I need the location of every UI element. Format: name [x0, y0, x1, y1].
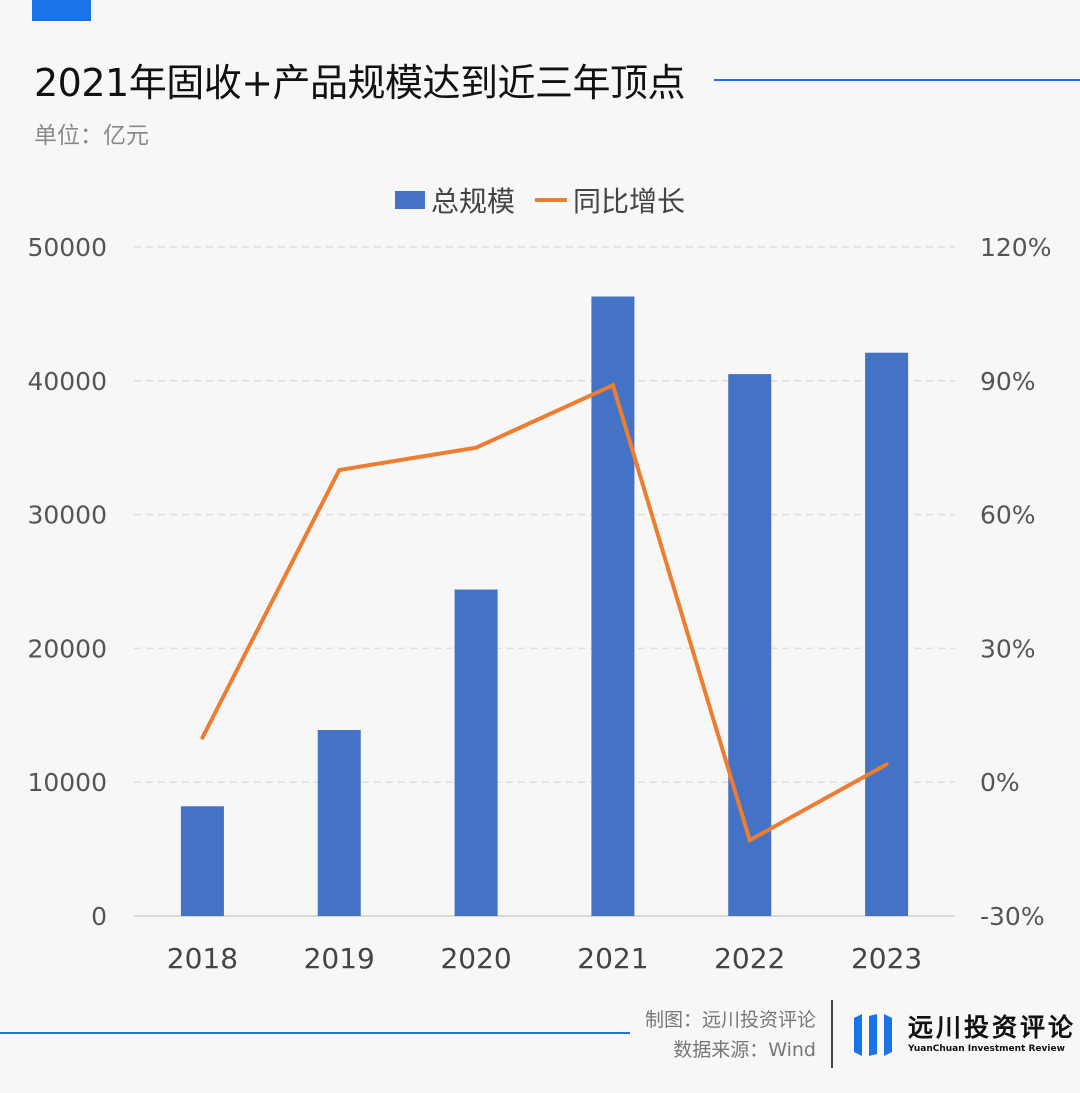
x-tick-label: 2020	[440, 942, 511, 975]
y-left-tick-label: 0	[91, 902, 107, 931]
x-tick-label: 2023	[851, 942, 922, 975]
legend-bar-label: 总规模	[430, 185, 515, 218]
y-left-tick-label: 50000	[27, 233, 107, 262]
legend-line-label: 同比增长	[573, 185, 686, 218]
bar-total-scale	[454, 589, 498, 916]
x-tick-label: 2019	[304, 942, 375, 975]
legend-bar-swatch	[394, 191, 425, 209]
title-rule	[714, 79, 1080, 81]
brand-logo-icon	[854, 1014, 892, 1056]
footer-rule	[0, 1032, 630, 1034]
y-left-tick-label: 10000	[27, 768, 107, 797]
y-right-tick-label: 120%	[980, 233, 1051, 262]
legend-line-swatch	[535, 198, 567, 202]
bar-total-scale	[728, 374, 772, 916]
y-right-tick-label: 0%	[980, 768, 1020, 797]
brand-name-en: YuanChuan Investment Review	[908, 1043, 1065, 1054]
brand-logo-group: 远川投资评论 YuanChuan Investment Review	[852, 1012, 1076, 1056]
y-left-tick-label: 20000	[27, 634, 107, 663]
combo-chart: 0 -30% 10000 0% 20000 30% 30000 60% 40000 90% 5000…	[27, 233, 1051, 975]
x-tick-label: 2018	[167, 942, 238, 975]
y-right-tick-label: 90%	[980, 367, 1036, 396]
credit-block: 制图：远川投资评论 数据来源：Wind	[645, 1005, 816, 1065]
legend-item-line: 同比增长	[535, 180, 685, 220]
x-tick-label: 2022	[714, 942, 785, 975]
credit-maker: 制图：远川投资评论	[644, 1009, 816, 1031]
page-title: 2021年固收+产品规模达到近三年顶点	[34, 61, 686, 105]
bar-total-scale	[317, 730, 361, 916]
unit-label: 单位：亿元	[34, 123, 149, 149]
y-right-tick-label: 60%	[980, 501, 1036, 530]
y-left-tick-label: 40000	[27, 367, 107, 396]
header-accent-block	[32, 0, 91, 21]
bar-total-scale	[180, 806, 224, 916]
y-right-tick-label: 30%	[980, 634, 1036, 663]
brand-name-cn: 远川投资评论	[908, 1012, 1077, 1042]
credit-source: 数据来源：Wind	[673, 1039, 816, 1061]
y-left-tick-label: 30000	[27, 501, 107, 530]
x-tick-label: 2021	[577, 942, 648, 975]
footer-separator	[831, 1000, 833, 1068]
chart-legend: 总规模 同比增长	[0, 180, 1080, 220]
bar-total-scale	[591, 296, 635, 917]
legend-item-bar: 总规模	[394, 180, 515, 220]
bar-total-scale	[865, 352, 909, 916]
y-right-tick-label: -30%	[980, 902, 1045, 931]
line-yoy-growth	[200, 382, 889, 844]
